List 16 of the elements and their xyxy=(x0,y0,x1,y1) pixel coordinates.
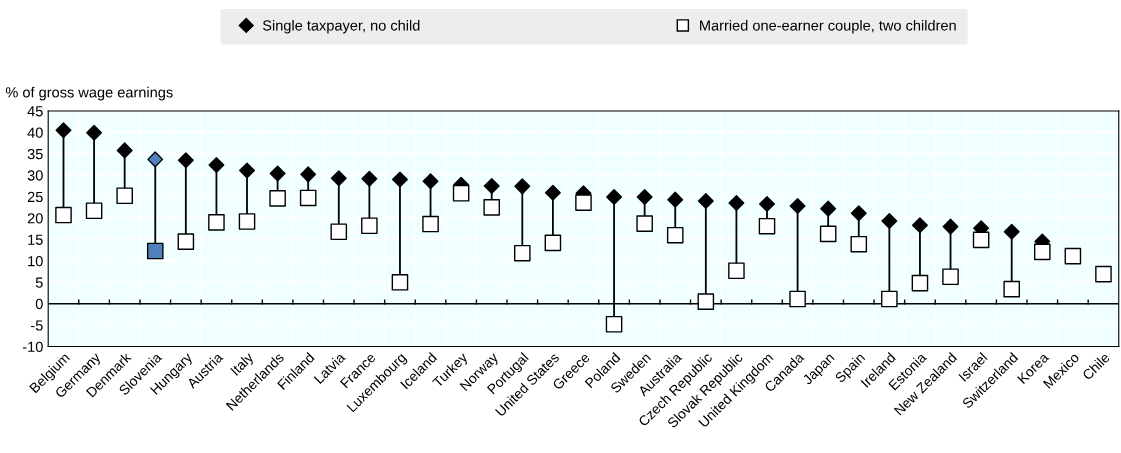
y-tick-label: 20 xyxy=(27,213,43,224)
y-tick-label: 30 xyxy=(27,170,43,181)
y-tick-label: 25 xyxy=(27,191,43,203)
legend-label: Married one-earner couple, two children xyxy=(700,19,956,34)
y-tick-label: 5 xyxy=(35,277,43,288)
y-axis-title: % of gross wage earnings xyxy=(5,86,173,101)
y-tick-label: -5 xyxy=(31,320,43,331)
y-tick-label: 35 xyxy=(27,148,43,160)
y-tick-label: 45 xyxy=(27,106,43,117)
point xyxy=(544,234,562,252)
y-tick-label: 0 xyxy=(35,298,43,310)
y-tick-label: 15 xyxy=(28,234,43,245)
y-tick-label: -10 xyxy=(22,341,43,352)
y-tick-label: 10 xyxy=(28,255,43,267)
y-tick-label: 40 xyxy=(27,127,43,138)
legend-label: Single taxpayer, no child xyxy=(262,19,420,34)
